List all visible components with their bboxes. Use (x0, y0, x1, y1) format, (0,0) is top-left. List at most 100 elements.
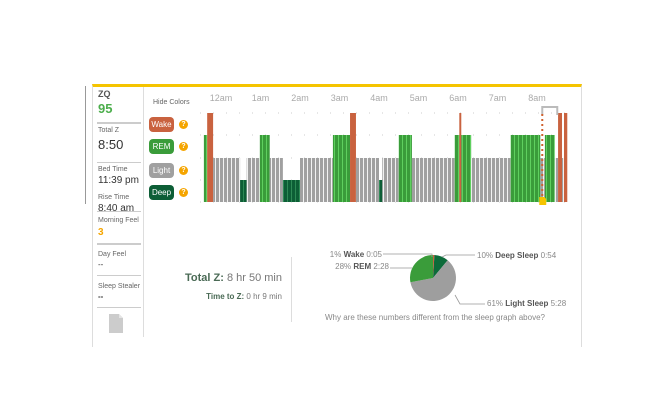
pie-slice-rem (410, 255, 433, 283)
stage-bar-rem (332, 135, 351, 202)
hour-label: 6am (449, 93, 467, 103)
legend-light-button[interactable]: Light (149, 163, 174, 178)
stage-bar-light (213, 158, 241, 202)
time-to-z-label: Time to Z: (206, 292, 245, 301)
stage-bar-light (411, 158, 455, 202)
divider (97, 162, 141, 163)
pie-label-deep-sleep: 10% Deep Sleep 0:54 (477, 251, 556, 260)
pie-leader-line (441, 254, 475, 258)
pie-slice-wake (433, 255, 435, 278)
pie-percent: 10% (477, 251, 494, 260)
pie-stage-name: REM (353, 262, 372, 271)
pie-stage-name: Light Sleep (505, 299, 549, 308)
divider (97, 307, 141, 308)
legend-rem-button[interactable]: REM (149, 139, 174, 154)
pie-stage-name: Wake (343, 250, 365, 259)
time-to-z-summary: Time to Z: 0 hr 9 min (150, 292, 282, 301)
hour-label: 8am (528, 93, 546, 103)
total-z-label: Total Z (98, 127, 120, 134)
alarm-marker-icon (539, 197, 547, 205)
morning-feel-label: Morning Feel (98, 217, 139, 224)
stage-bar-wake (563, 113, 568, 202)
stage-bar-deep (378, 180, 383, 202)
alarm-window-bracket (541, 106, 559, 115)
stage-bar-rem (398, 135, 412, 202)
zq-value: 95 (98, 101, 113, 116)
question-icon[interactable]: ? (179, 142, 188, 151)
pie-label-rem: 28% REM 2:28 (335, 262, 389, 271)
pie-duration: 2:28 (373, 262, 389, 271)
stage-bar-wake (459, 113, 462, 202)
stage-bar-rem (544, 135, 555, 202)
pie-label-wake: 1% Wake 0:05 (330, 250, 382, 259)
stage-bar-light (269, 158, 283, 202)
sleep-report-panel (92, 84, 582, 347)
pie-duration: 5:28 (550, 299, 567, 308)
hour-label: 3am (330, 93, 349, 103)
hour-label: 12am (209, 93, 233, 103)
hour-label: 7am (488, 93, 507, 103)
stage-bar-rem (259, 135, 270, 202)
rise-time-label: Rise Time (98, 194, 130, 201)
total-z-summary: Total Z: 8 hr 50 min (150, 272, 282, 284)
pie-percent: 28% (335, 262, 352, 271)
bed-time-label: Bed Time (98, 166, 128, 173)
hour-label: 4am (370, 93, 388, 103)
legend-wake-button[interactable]: Wake (149, 117, 174, 132)
hide-colors-toggle[interactable]: Hide Colors (153, 99, 190, 106)
stage-bar-light (471, 158, 511, 202)
bed-time-value: 11:39 pm (98, 175, 139, 186)
sleep-stealer-label: Sleep Stealer (98, 283, 141, 290)
total-z-value: 8:50 (98, 137, 124, 152)
question-icon[interactable]: ? (179, 166, 188, 175)
pie-leader-line (383, 253, 433, 257)
hour-label: 2am (291, 93, 309, 103)
time-to-z-value: 0 hr 9 min (246, 292, 282, 301)
pie-leader-line (454, 294, 485, 305)
total-z-label: Total Z: (185, 272, 224, 284)
stage-bar-wake (207, 113, 214, 202)
hour-label: 5am (409, 93, 428, 103)
divider (97, 243, 141, 245)
day-feel-label: Day Feel (98, 251, 127, 258)
pie-percent: 1% (329, 250, 342, 259)
pie-duration: 0:05 (366, 250, 382, 259)
why-different-link[interactable]: Why are these numbers different from the… (325, 313, 545, 322)
stage-bar-light (299, 158, 333, 202)
stage-bar-wake (558, 113, 563, 202)
pie-duration: 0:54 (540, 251, 557, 260)
divider (97, 275, 141, 276)
stage-bar-light (562, 158, 564, 202)
stage-bar-light (246, 158, 260, 202)
pie-label-light-sleep: 61% Light Sleep 5:28 (487, 299, 566, 308)
pie-slice-light-sleep (410, 260, 456, 301)
divider (291, 257, 292, 322)
question-icon[interactable]: ? (179, 188, 188, 197)
stage-bar-light (554, 158, 559, 202)
divider (97, 122, 141, 124)
stage-bar-rem (510, 135, 541, 202)
zq-label: ZQ (98, 89, 111, 99)
sleep-stealer-value: -- (98, 292, 104, 301)
total-z-value: 8 hr 50 min (226, 272, 282, 284)
question-icon[interactable]: ? (179, 120, 188, 129)
rise-time-value: 8:40 am (98, 203, 135, 214)
hour-label: 1am (251, 93, 270, 103)
day-feel-value: -- (98, 260, 104, 269)
sleep-pie-chart (383, 253, 485, 305)
stage-bar-light (382, 158, 399, 202)
legend-deep-button[interactable]: Deep (149, 185, 174, 200)
outer-divider (85, 86, 86, 204)
stage-bar-deep (282, 180, 300, 202)
stage-bar-rem (454, 135, 460, 202)
summary-sidebar: ZQ 95 Total Z 8:50 Bed Time 11:39 pm Ris… (93, 87, 144, 337)
morning-feel-value: 3 (98, 227, 104, 238)
document-icon[interactable] (109, 314, 123, 333)
pie-slice-deep-sleep (433, 255, 448, 278)
stage-bar-rem (461, 135, 472, 202)
stage-bar-light (355, 158, 379, 202)
stage-bar-rem (203, 135, 208, 202)
divider (97, 211, 141, 212)
pie-percent: 61% (487, 299, 504, 308)
stage-bar-deep (240, 180, 247, 202)
